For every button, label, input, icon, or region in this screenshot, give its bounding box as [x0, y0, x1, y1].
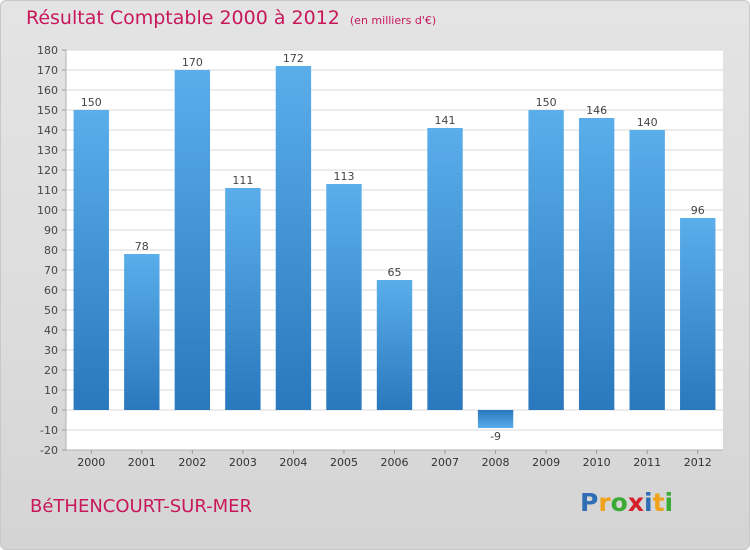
y-tick-label: 130 — [37, 144, 58, 157]
x-tick-label-2008: 2008 — [482, 456, 510, 469]
x-tick-label-2011: 2011 — [633, 456, 661, 469]
y-tick-label: 150 — [37, 104, 58, 117]
bar-2005 — [326, 184, 362, 410]
logo-letter: o — [610, 488, 628, 517]
x-tick-label-2007: 2007 — [431, 456, 459, 469]
bar-2012 — [680, 218, 716, 410]
y-tick-label: 90 — [44, 224, 58, 237]
data-label-2005: 113 — [333, 170, 354, 183]
x-tick-label-2009: 2009 — [532, 456, 560, 469]
bar-2000 — [73, 110, 109, 410]
proxiti-logo: Proxiti — [580, 488, 673, 517]
y-tick-label: 80 — [44, 244, 58, 257]
bars: 150 78 170 111 172 113 65 141 -9 150 146 140 96 — [73, 52, 716, 443]
x-tick-label-2004: 2004 — [279, 456, 307, 469]
data-label-2012: 96 — [691, 204, 705, 217]
y-tick-label: 40 — [44, 324, 58, 337]
city-name: BéTHENCOURT-SUR-MER — [30, 496, 253, 517]
x-tick-label-2005: 2005 — [330, 456, 358, 469]
y-tick-label: 0 — [51, 404, 58, 417]
unit-note: (en milliers d'€) — [349, 14, 437, 27]
y-tick-label: 10 — [44, 384, 58, 397]
y-tick-label: 180 — [37, 44, 58, 57]
data-label-2002: 170 — [182, 56, 203, 69]
y-tick-label: 20 — [44, 364, 58, 377]
logo-letter: i — [664, 488, 674, 517]
y-tick-label: 140 — [37, 124, 58, 137]
chart-title: Résultat Comptable 2000 à 2012 (en millie… — [26, 7, 436, 33]
data-label-2001: 78 — [135, 240, 149, 253]
x-tick-label-2000: 2000 — [77, 456, 105, 469]
bar-2009 — [528, 110, 564, 410]
x-tick-label-2010: 2010 — [583, 456, 611, 469]
logo-letter: P — [580, 488, 599, 517]
data-label-2006: 65 — [388, 266, 402, 279]
bar-2003 — [225, 188, 261, 410]
x-axis-ticks: 2000 2001 2002 2003 2004 2005 2006 2007 2008 2009… — [77, 450, 712, 469]
bar-2002 — [174, 70, 211, 410]
x-tick-label-2003: 2003 — [229, 456, 257, 469]
data-label-2011: 140 — [637, 116, 658, 129]
y-tick-label: 160 — [37, 84, 58, 97]
logo-letter: i — [644, 488, 653, 517]
bar-2007 — [427, 128, 463, 410]
y-tick-label: 100 — [37, 204, 58, 217]
y-tick-label: 120 — [37, 164, 58, 177]
logo-letter: t — [652, 488, 665, 517]
y-tick-label: 30 — [44, 344, 58, 357]
data-label-2008: -9 — [490, 430, 501, 443]
bar-2008 — [477, 410, 514, 428]
bar-2011 — [629, 130, 665, 410]
bar-2006 — [376, 280, 413, 410]
y-tick-label: -20 — [40, 444, 58, 457]
y-axis-ticks: -20 -10 0 10 20 30 40 50 60 70 80 90 100 110 120 130 140… — [37, 44, 66, 457]
y-tick-label: 50 — [44, 304, 58, 317]
x-tick-label-2002: 2002 — [178, 456, 206, 469]
y-tick-label: 110 — [37, 184, 58, 197]
bar-2004 — [275, 66, 312, 410]
data-label-2000: 150 — [81, 96, 102, 109]
data-label-2010: 146 — [586, 104, 607, 117]
y-tick-label: -10 — [40, 424, 58, 437]
data-label-2003: 111 — [232, 174, 253, 187]
logo-letter: r — [598, 488, 611, 517]
y-tick-label: 60 — [44, 284, 58, 297]
logo-letter: x — [627, 488, 644, 517]
x-tick-label-2012: 2012 — [684, 456, 712, 469]
y-tick-label: 170 — [37, 64, 58, 77]
bar-2010 — [578, 118, 615, 410]
data-label-2007: 141 — [435, 114, 456, 127]
data-label-2004: 172 — [283, 52, 304, 65]
x-tick-label-2001: 2001 — [128, 456, 156, 469]
y-tick-label: 70 — [44, 264, 58, 277]
bar-2001 — [124, 254, 160, 410]
chart-title-text: Résultat Comptable 2000 à 2012 — [26, 7, 340, 29]
x-tick-label-2006: 2006 — [381, 456, 409, 469]
data-label-2009: 150 — [536, 96, 557, 109]
